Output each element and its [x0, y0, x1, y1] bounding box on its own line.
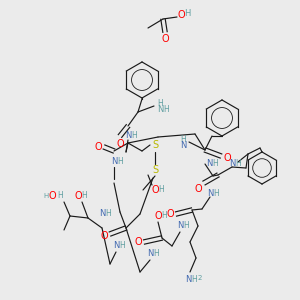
Text: N: N [180, 142, 186, 151]
Text: H: H [183, 221, 189, 230]
Text: N: N [99, 209, 105, 218]
Text: H: H [212, 160, 218, 169]
Text: O: O [134, 237, 142, 247]
Text: H: H [163, 106, 169, 115]
Text: H: H [44, 193, 49, 199]
Text: H: H [153, 250, 159, 259]
Text: H: H [235, 160, 241, 169]
Text: O: O [94, 142, 102, 152]
Text: O: O [177, 10, 185, 20]
Text: H: H [117, 157, 123, 166]
Text: N: N [177, 221, 183, 230]
Text: O: O [116, 139, 124, 149]
Text: H: H [157, 100, 163, 109]
Text: O: O [223, 153, 231, 163]
Text: N: N [113, 242, 119, 250]
Text: H: H [119, 242, 125, 250]
Text: O: O [48, 191, 56, 201]
Text: H: H [105, 209, 111, 218]
Text: O: O [100, 231, 108, 241]
Text: N: N [229, 160, 235, 169]
Text: N: N [185, 275, 191, 284]
Text: O: O [161, 34, 169, 44]
Text: H: H [158, 185, 164, 194]
Text: H: H [131, 131, 137, 140]
Text: O: O [154, 211, 162, 221]
Text: H: H [180, 136, 186, 145]
Text: O: O [151, 185, 159, 195]
Text: S: S [152, 165, 158, 175]
Text: H: H [184, 8, 190, 17]
Text: H: H [213, 188, 219, 197]
Text: H: H [161, 212, 167, 220]
Text: H: H [191, 275, 197, 284]
Text: S: S [152, 140, 158, 150]
Text: N: N [147, 250, 153, 259]
Text: N: N [157, 106, 163, 115]
Text: H: H [81, 191, 87, 200]
Text: N: N [111, 157, 117, 166]
Text: H: H [57, 191, 63, 200]
Text: O: O [74, 191, 82, 201]
Text: O: O [194, 184, 202, 194]
Text: O: O [166, 209, 174, 219]
Text: N: N [125, 131, 131, 140]
Text: 2: 2 [198, 275, 202, 281]
Text: N: N [206, 160, 212, 169]
Text: N: N [207, 188, 213, 197]
